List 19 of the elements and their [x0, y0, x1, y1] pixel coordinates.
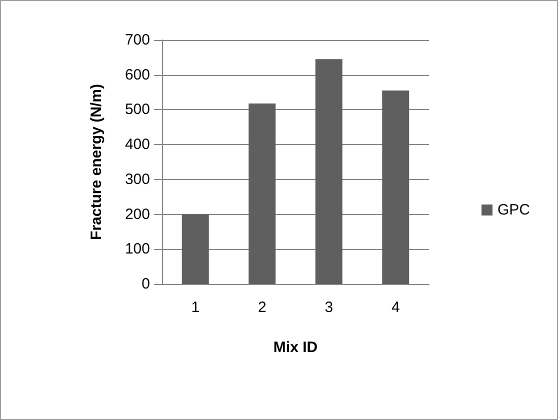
y-tick-label: 100 — [124, 240, 150, 258]
y-tick-label: 0 — [142, 276, 150, 292]
bar — [382, 90, 410, 284]
y-tick-label: 200 — [124, 206, 150, 223]
y-tick-label: 300 — [124, 170, 150, 188]
y-tick-label: 700 — [124, 32, 150, 48]
x-tick-label: 2 — [258, 299, 266, 316]
bar — [315, 59, 342, 284]
x-tick-label: 1 — [191, 299, 200, 316]
x-tick-label: 4 — [391, 299, 400, 316]
y-tick-label: 400 — [124, 136, 150, 154]
bar — [182, 214, 209, 284]
y-tick-label: 600 — [124, 66, 150, 84]
legend-label: GPC — [497, 202, 530, 218]
x-tick-label: 3 — [324, 299, 334, 316]
bar — [248, 103, 276, 284]
x-axis-title: Mix ID — [273, 339, 318, 356]
y-tick-label: 500 — [124, 101, 150, 118]
y-axis-title: Fracture energy (N/m) — [88, 84, 105, 240]
